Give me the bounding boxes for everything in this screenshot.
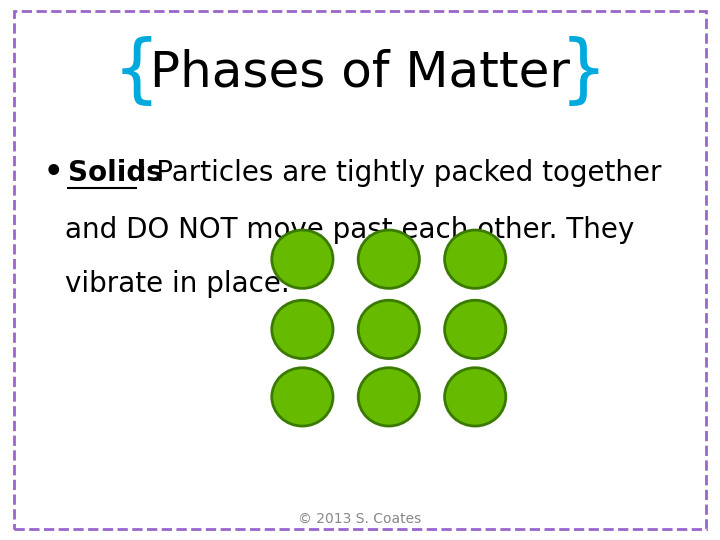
Ellipse shape <box>359 368 420 426</box>
Text: vibrate in place.: vibrate in place. <box>65 269 289 298</box>
Text: Solids: Solids <box>68 159 163 187</box>
Text: Phases of Matter: Phases of Matter <box>150 49 570 97</box>
Text: : Particles are tightly packed together: : Particles are tightly packed together <box>138 159 661 187</box>
Text: •: • <box>43 158 63 187</box>
Ellipse shape <box>271 368 333 426</box>
Ellipse shape <box>359 300 420 359</box>
Ellipse shape <box>271 230 333 288</box>
Text: © 2013 S. Coates: © 2013 S. Coates <box>298 511 422 525</box>
Text: and DO NOT move past each other. They: and DO NOT move past each other. They <box>65 215 634 244</box>
Text: }: } <box>559 36 607 110</box>
Ellipse shape <box>271 300 333 359</box>
Ellipse shape <box>445 300 506 359</box>
Ellipse shape <box>359 230 420 288</box>
Ellipse shape <box>445 368 506 426</box>
Text: {: { <box>113 36 161 110</box>
Ellipse shape <box>445 230 506 288</box>
FancyBboxPatch shape <box>14 11 706 529</box>
